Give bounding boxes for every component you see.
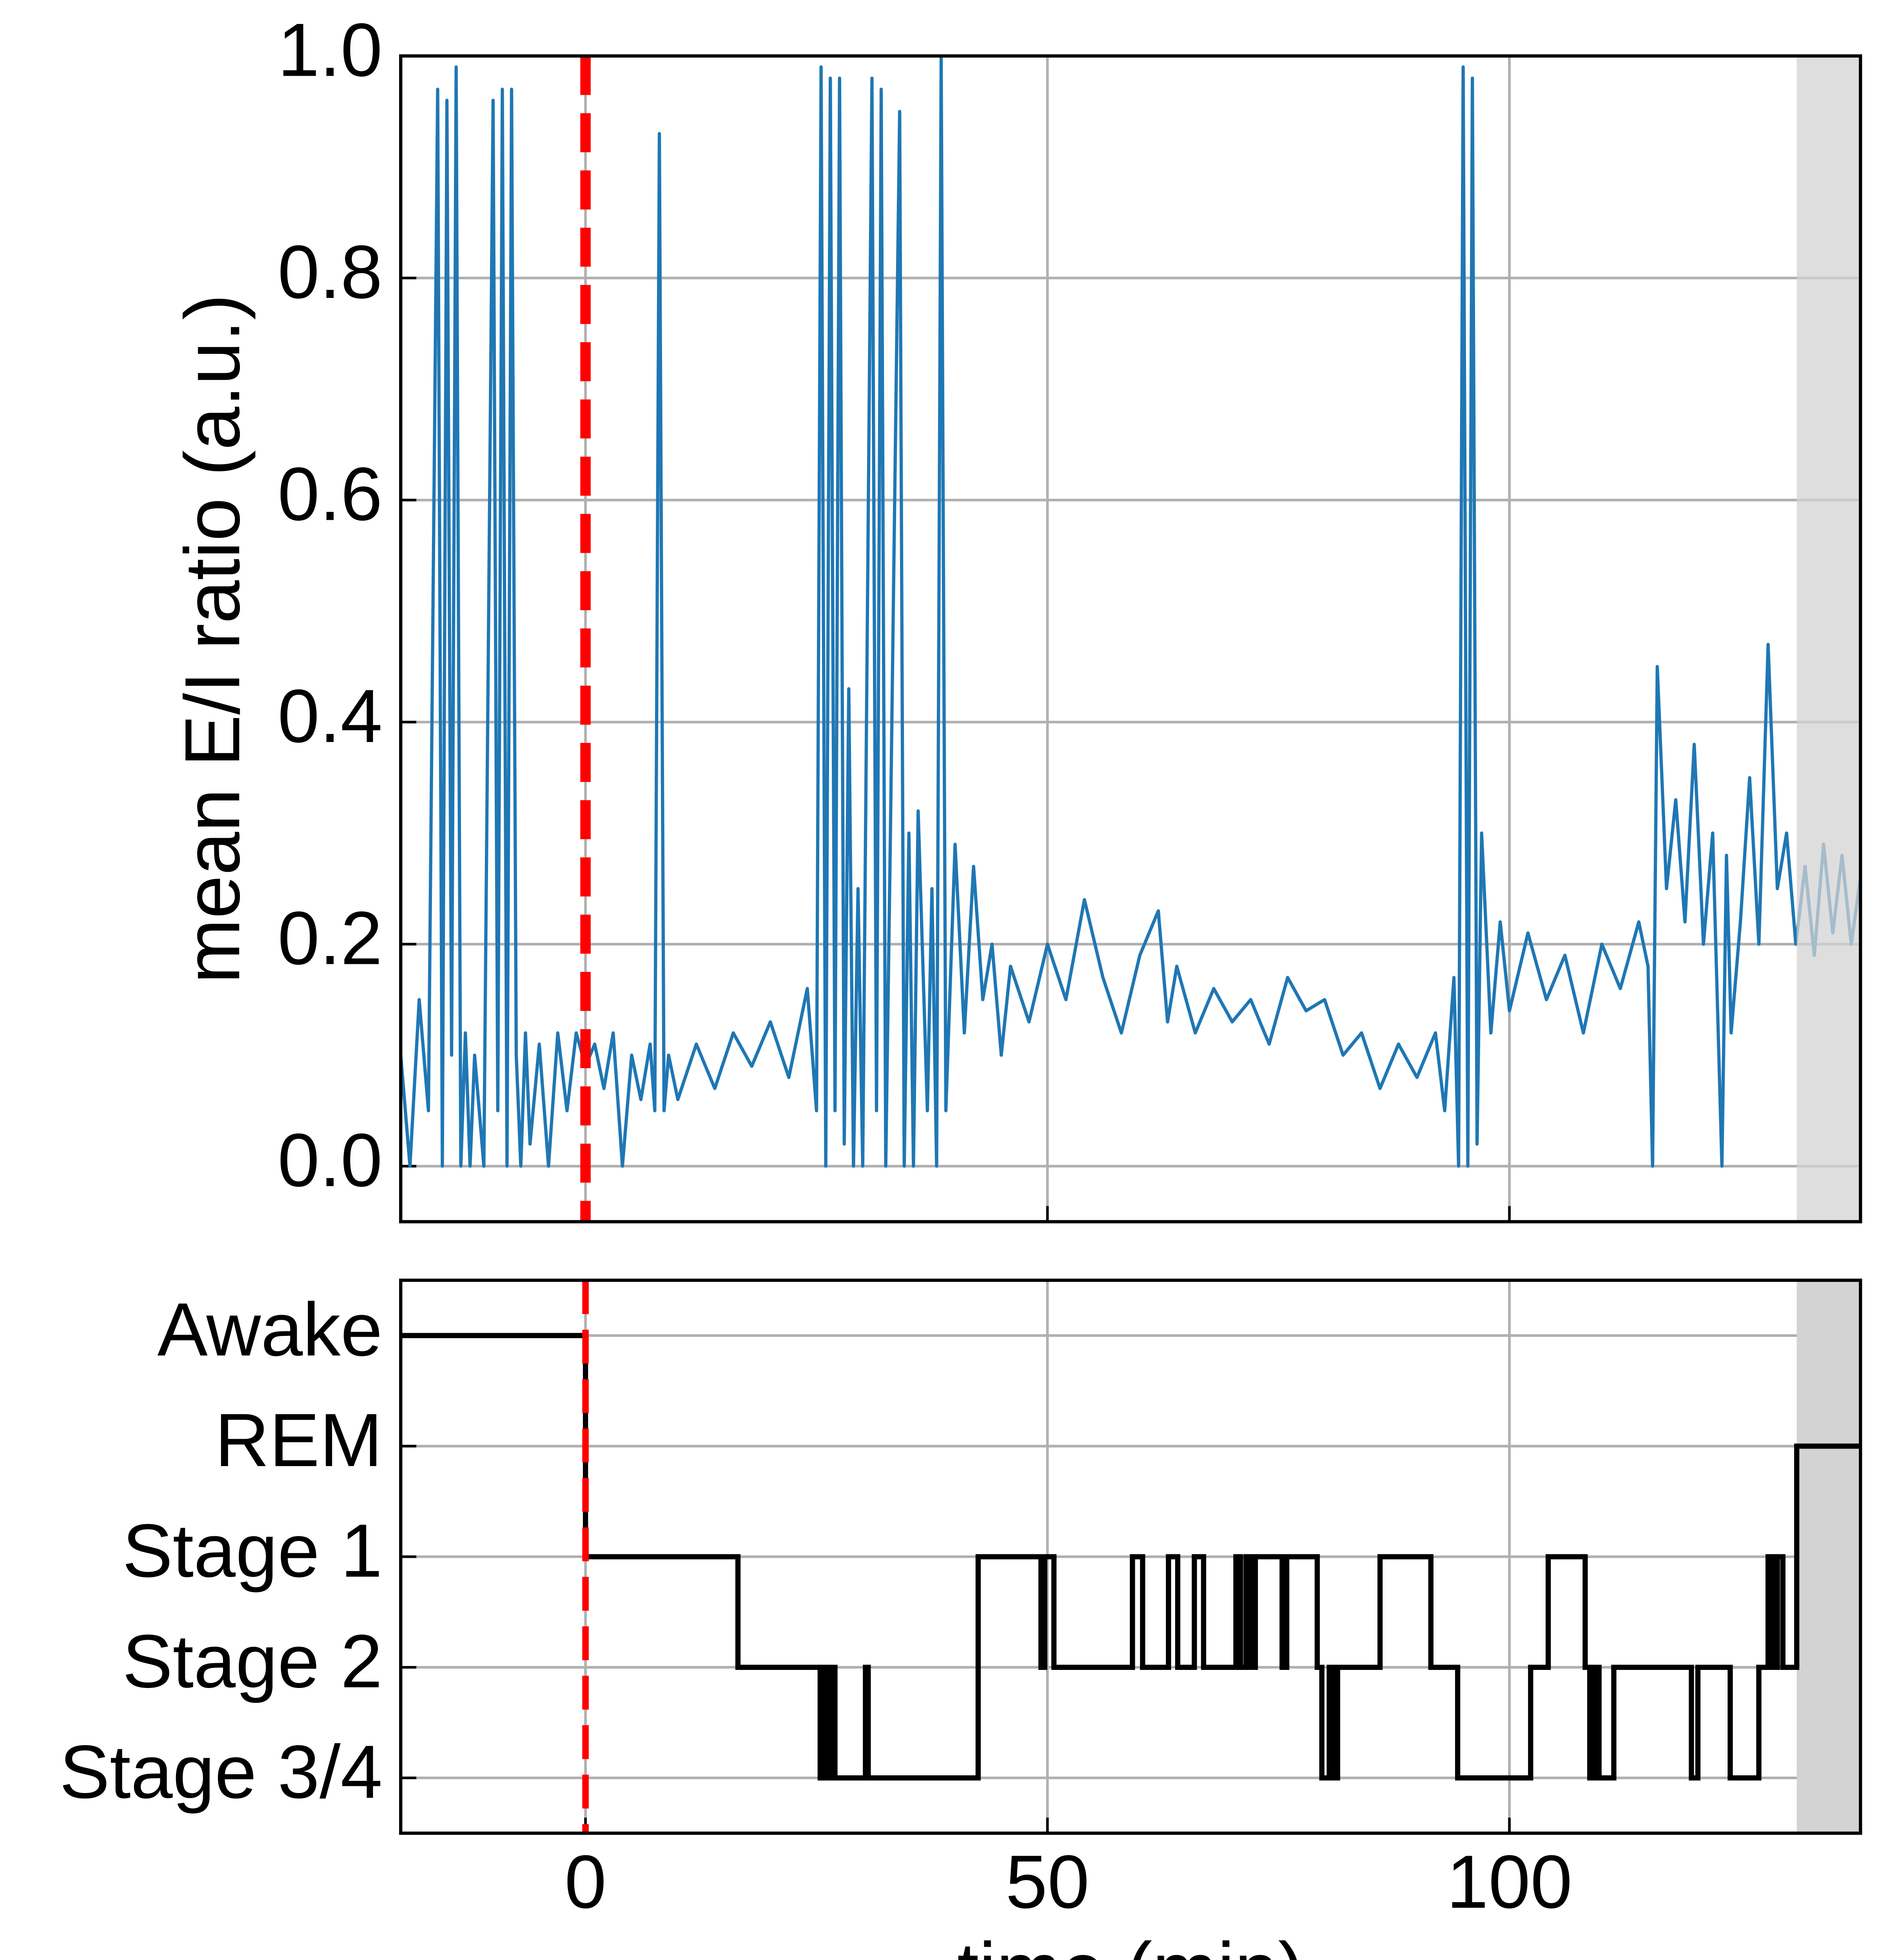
x-tick-label: 0 [564, 1840, 606, 1924]
y-tick-label: 0.0 [278, 1118, 383, 1202]
y-tick-label: 0.4 [278, 674, 383, 758]
y-axis-label: mean E/I ratio (a.u.) [169, 294, 256, 984]
y-tick-label: 0.6 [278, 452, 383, 536]
x-tick-label: 100 [1446, 1840, 1572, 1924]
x-tick-label: 50 [1005, 1840, 1089, 1924]
y-tick-label: Stage 1 [122, 1508, 383, 1593]
shaded-region [1797, 1280, 1861, 1833]
y-tick-label: 0.8 [278, 230, 383, 314]
plot-area [401, 1280, 1861, 1833]
shaded-region [1797, 56, 1861, 1222]
y-tick-label: Stage 3/4 [60, 1730, 383, 1814]
y-tick-label: REM [215, 1398, 383, 1482]
y-tick-label: Stage 2 [122, 1619, 383, 1703]
y-tick-label: 0.2 [278, 896, 383, 980]
y-tick-label: Awake [157, 1287, 382, 1372]
y-tick-label: 1.0 [278, 8, 383, 92]
plot-area [401, 56, 1861, 1222]
x-axis-label: time (min) [957, 1927, 1304, 1960]
plot-frame [399, 54, 1862, 1223]
plot-frame [399, 1278, 1862, 1835]
data-line [401, 56, 1861, 1168]
